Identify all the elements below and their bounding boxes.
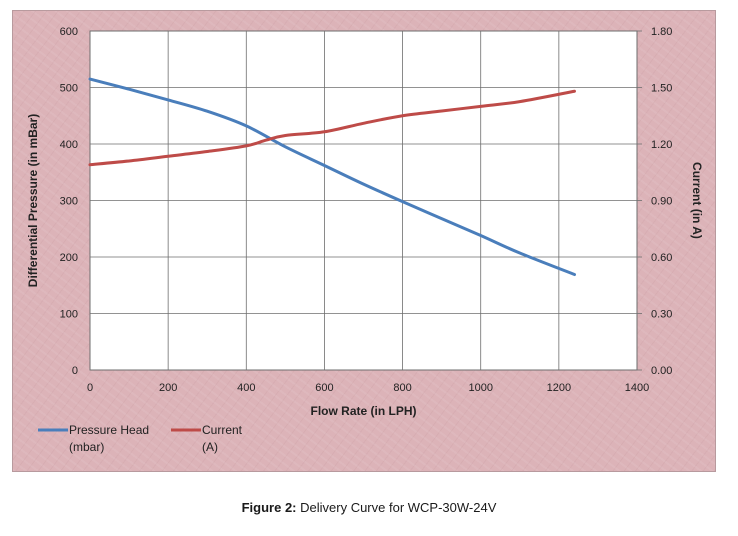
x-tick-label: 1000 <box>468 382 492 394</box>
y-tick-label: 200 <box>60 252 78 264</box>
x-axis-title: Flow Rate (in LPH) <box>311 404 417 418</box>
caption-label: Figure 2: <box>241 500 297 515</box>
y2-tick-label: 1.20 <box>651 139 672 151</box>
x-tick-label: 600 <box>315 382 333 394</box>
legend-label: Current <box>202 423 243 437</box>
x-tick-label: 1400 <box>625 382 649 394</box>
x-tick-label: 800 <box>393 382 411 394</box>
y-axis-title: Differential Pressure (in mBar) <box>26 114 40 287</box>
caption-text: Delivery Curve for WCP-30W-24V <box>296 500 497 515</box>
y2-tick-label: 0.00 <box>651 365 672 377</box>
plot-border <box>89 30 638 371</box>
chart-area: 0 200 400 600 800 1000 1200 1400 0 100 200 300 400 50… <box>12 10 716 472</box>
y-tick-label: 100 <box>60 309 78 321</box>
legend-label: (A) <box>202 440 218 454</box>
x-tick-label: 200 <box>159 382 177 394</box>
x-tick-label: 0 <box>87 382 93 394</box>
y2-tick-label: 0.90 <box>651 196 672 208</box>
x-tick-label: 1200 <box>547 382 571 394</box>
y-tick-label: 400 <box>60 139 78 151</box>
series-line-pressure-head <box>88 77 576 277</box>
figure-caption: Figure 2: Delivery Curve for WCP-30W-24V <box>0 500 738 515</box>
y-tick-label: 600 <box>60 26 78 38</box>
y2-tick-label: 0.60 <box>651 252 672 264</box>
legend-label: (mbar) <box>69 440 104 454</box>
y2-axis-title: Current (in A) <box>690 162 704 239</box>
y2-tick-label: 1.80 <box>651 26 672 38</box>
y-tick-label: 0 <box>72 365 78 377</box>
x-tick-label: 400 <box>237 382 255 394</box>
legend-label: Pressure Head <box>69 423 149 437</box>
y-tick-label: 500 <box>60 83 78 95</box>
y-tick-label: 300 <box>60 196 78 208</box>
series-line-current <box>88 89 576 167</box>
y2-tick-label: 0.30 <box>651 309 672 321</box>
delivery-curve-chart: 0 200 400 600 800 1000 1200 1400 0 100 200 300 400 50… <box>26 26 704 454</box>
y2-tick-label: 1.50 <box>651 83 672 95</box>
